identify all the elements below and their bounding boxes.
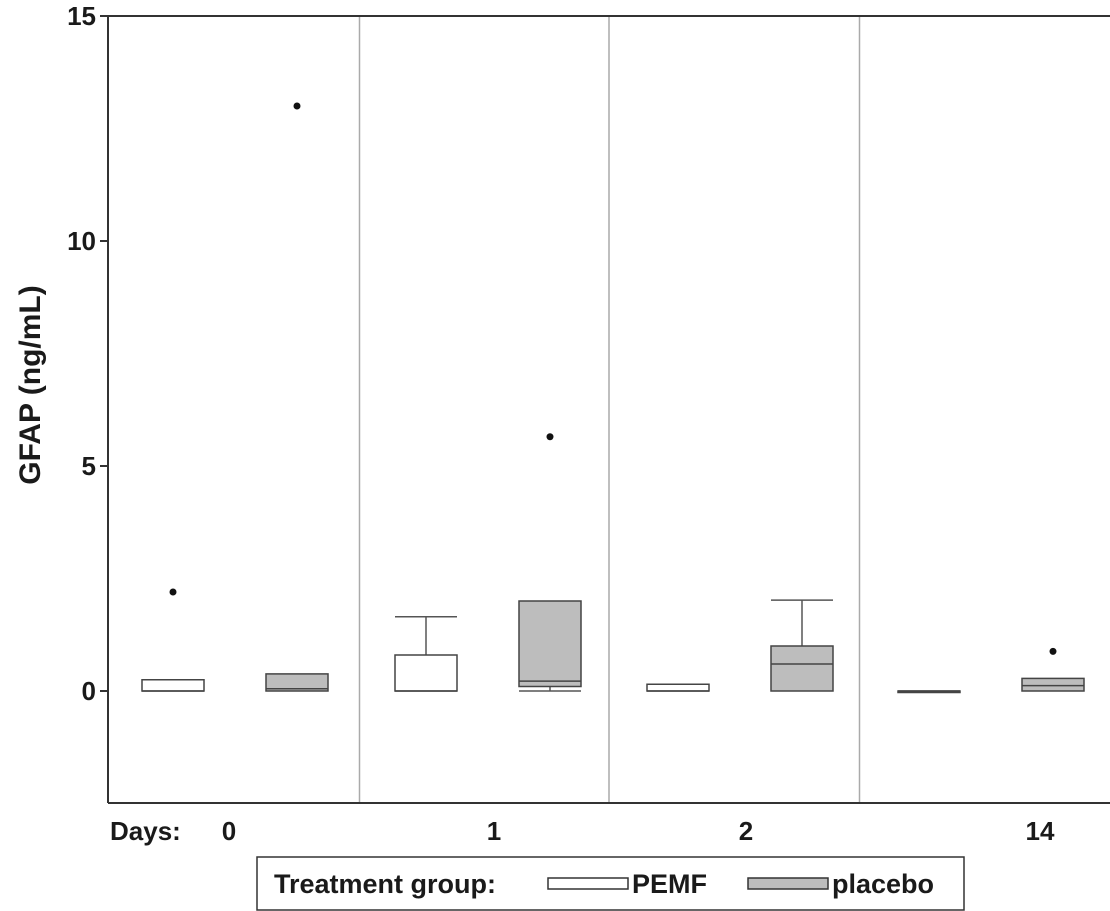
box-body bbox=[141, 679, 205, 692]
box-pemf-day-14 bbox=[897, 690, 961, 694]
x-tick-label-day-0: 0 bbox=[222, 816, 236, 846]
box-placebo-day-14 bbox=[1021, 647, 1085, 692]
y-tick-label: 0 bbox=[82, 676, 96, 706]
y-tick-label: 5 bbox=[82, 451, 96, 481]
outlier-point bbox=[1049, 647, 1057, 655]
box-placebo-day-0 bbox=[265, 102, 329, 692]
y-tick-label: 15 bbox=[67, 1, 96, 31]
box-body bbox=[646, 683, 710, 692]
box-pemf-day-0 bbox=[141, 588, 205, 692]
outlier-point bbox=[169, 588, 177, 596]
y-tick-label: 10 bbox=[67, 226, 96, 256]
legend-swatch-placebo bbox=[747, 877, 829, 890]
y-axis-ticks: 0 5 10 15 bbox=[67, 1, 108, 706]
box-series bbox=[141, 102, 1085, 694]
panel-separators bbox=[358, 16, 861, 803]
box-body bbox=[770, 645, 834, 692]
box-body bbox=[265, 673, 329, 692]
y-axis-title: GFAP (ng/mL) bbox=[14, 285, 47, 484]
legend-swatch-pemf bbox=[547, 877, 629, 890]
box-placebo-day-2 bbox=[770, 599, 834, 692]
x-tick-label-day-1: 1 bbox=[487, 816, 501, 846]
x-axis-labels: Days: 0 1 2 14 bbox=[110, 816, 1055, 846]
legend-title: Treatment group: bbox=[274, 869, 496, 899]
plot-frame bbox=[107, 15, 1110, 804]
legend-label-placebo: placebo bbox=[832, 869, 934, 899]
x-tick-label-day-2: 2 bbox=[739, 816, 753, 846]
box-pemf-day-2 bbox=[646, 683, 710, 692]
box-placebo-day-1 bbox=[518, 433, 582, 692]
legend-label-pemf: PEMF bbox=[632, 869, 707, 899]
box-pemf-day-1 bbox=[394, 616, 458, 692]
legend: Treatment group: PEMF placebo bbox=[256, 856, 965, 911]
outlier-point bbox=[546, 433, 554, 441]
box-body bbox=[518, 600, 582, 688]
box-body bbox=[1021, 677, 1085, 692]
x-tick-label-day-14: 14 bbox=[1026, 816, 1055, 846]
box-body bbox=[394, 654, 458, 692]
days-label: Days: bbox=[110, 816, 181, 846]
outlier-point bbox=[293, 102, 301, 110]
